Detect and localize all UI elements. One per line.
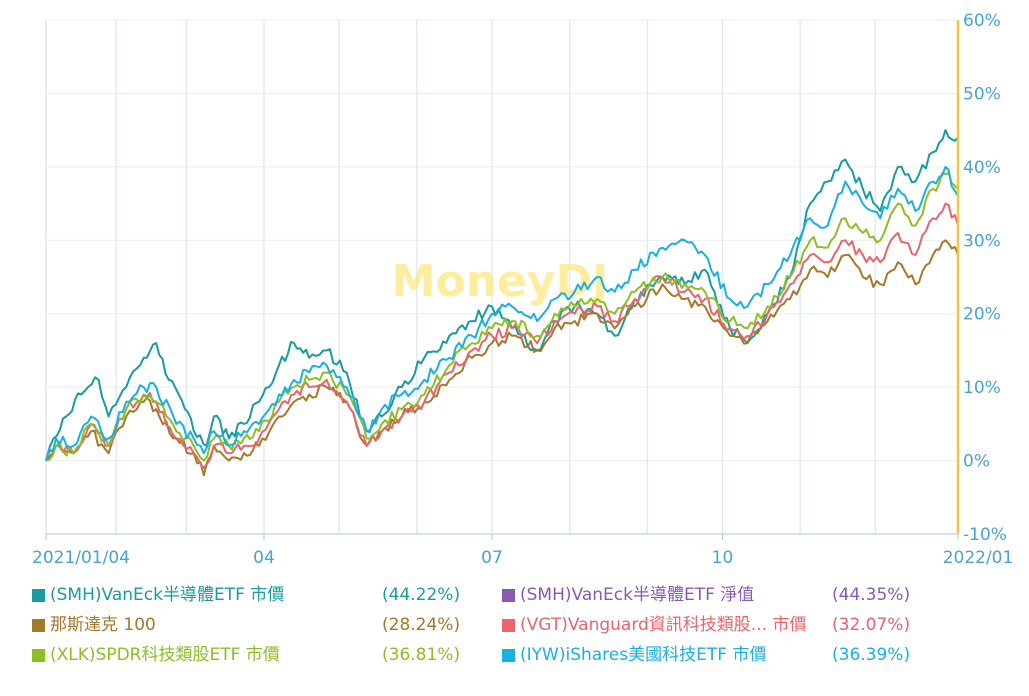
legend-item[interactable]: (XLK)SPDR科技類股ETF 市價 (36.81%)	[32, 643, 460, 667]
legend-swatch	[32, 619, 45, 632]
y-tick-label: 50%	[963, 84, 1001, 104]
legend-series-name: (XLK)SPDR科技類股ETF 市價	[50, 645, 280, 665]
line-chart: MoneyDJ 60% 50% 40% 30% 20% 10% 0% -10% 2021/01/…	[32, 11, 1013, 568]
y-tick-label: 60%	[963, 11, 1001, 31]
legend-item[interactable]: (IYW)iShares美國科技ETF 市價 (36.39%)	[502, 643, 922, 667]
legend-swatch	[502, 619, 515, 632]
legend-series-name: (SMH)VanEck半導體ETF 淨值	[520, 585, 755, 605]
legend-item[interactable]: (SMH)VanEck半導體ETF 淨值 (44.35%)	[502, 583, 922, 607]
legend-series-return: (28.24%)	[382, 615, 461, 635]
watermark: MoneyDJ	[392, 256, 609, 307]
legend-series-name: (SMH)VanEck半導體ETF 市價	[50, 585, 285, 605]
x-tick-label: 2022/01	[943, 548, 1014, 568]
y-tick-label: -10%	[963, 525, 1007, 545]
legend-item[interactable]: (VGT)Vanguard資訊科技類股... 市價 (32.07%)	[502, 613, 922, 637]
legend-swatch	[32, 589, 45, 602]
legend-series-return: (44.35%)	[832, 585, 911, 605]
axis-layer	[46, 20, 960, 535]
legend-item[interactable]: 那斯達克 100 (28.24%)	[32, 613, 460, 637]
y-tick-label: 10%	[963, 378, 1001, 398]
series-layer	[45, 129, 959, 477]
legend-swatch	[502, 589, 515, 602]
y-tick-label: 20%	[963, 305, 1001, 325]
legend-swatch	[502, 649, 515, 662]
series-line	[45, 165, 959, 461]
x-tick-label: 2021/01/04	[32, 548, 130, 568]
legend-series-name: (IYW)iShares美國科技ETF 市價	[520, 645, 767, 665]
legend-series-name: (VGT)Vanguard資訊科技類股... 市價	[520, 615, 807, 635]
series-line	[45, 171, 959, 462]
legend-series-return: (36.81%)	[382, 645, 461, 665]
legend-series-return: (36.39%)	[832, 645, 911, 665]
x-tick-label: 04	[253, 548, 275, 568]
legend-item[interactable]: (SMH)VanEck半導體ETF 市價 (44.22%)	[32, 583, 460, 607]
series-line	[45, 202, 959, 469]
legend-series-return: (44.22%)	[382, 585, 461, 605]
y-tick-label: 0%	[963, 452, 990, 472]
tick-layer: 60% 50% 40% 30% 20% 10% 0% -10% 2021/01/04 04 07 10…	[32, 11, 1013, 568]
y-tick-label: 40%	[963, 158, 1001, 178]
series-line	[45, 239, 959, 477]
legend-swatch	[32, 649, 45, 662]
legend-series-return: (32.07%)	[832, 615, 911, 635]
x-tick-label: 07	[481, 548, 503, 568]
y-tick-label: 30%	[963, 231, 1001, 251]
legend-series-name: 那斯達克 100	[50, 615, 156, 635]
x-tick-label: 10	[712, 548, 734, 568]
